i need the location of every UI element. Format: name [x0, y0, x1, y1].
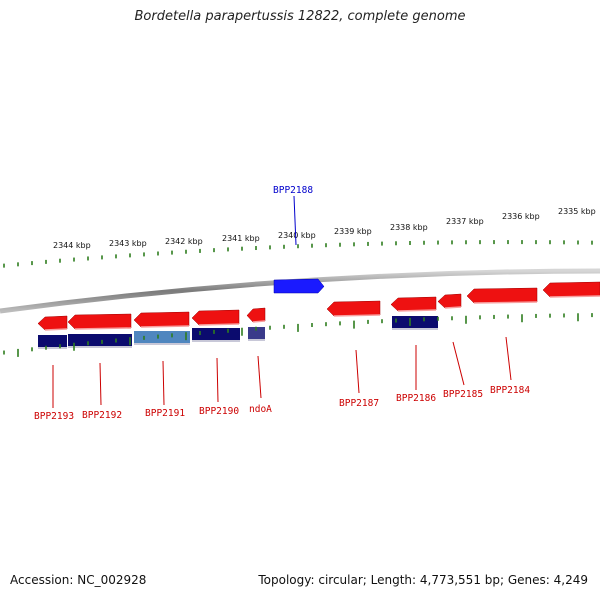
scale-label: 2337 kbp [446, 217, 484, 226]
scale-label: 2335 kbp [558, 207, 596, 216]
label-leader-line [505, 336, 512, 381]
reverse-strand-genes [37, 281, 600, 331]
gene-label: BPP2193 [34, 411, 74, 422]
label-leader-line [257, 355, 262, 399]
label-leader-line [216, 357, 219, 403]
label-leader-line [293, 195, 297, 246]
scale-label: 2342 kbp [165, 237, 203, 246]
gene-label: BPP2188 [273, 185, 313, 196]
label-leader-line [99, 362, 102, 406]
cds-block [38, 335, 67, 347]
gene-arrow-shadow [198, 323, 240, 326]
gene-label: BPP2184 [490, 385, 530, 396]
gene-arrow-shadow [473, 301, 538, 304]
gene-label: BPP2192 [82, 410, 122, 421]
gene-arrow-shadow [333, 314, 381, 317]
gene-arrow-reverse [326, 300, 381, 317]
gene-arrow-shadow [74, 327, 132, 330]
gene-label: BPP2191 [145, 408, 185, 419]
cds-block-shadow [392, 328, 438, 330]
cds-block [248, 327, 265, 339]
genome-summary-text: Topology: circular; Length: 4,773,551 bp… [258, 573, 588, 587]
map-title: Bordetella parapertussis 12822, complete… [134, 9, 466, 24]
gene-label: BPP2185 [443, 389, 483, 400]
gene-label: BPP2187 [339, 398, 379, 409]
cds-block-shadow [68, 346, 132, 348]
scale-label: 2341 kbp [222, 234, 260, 243]
cds-block [134, 331, 190, 343]
scale-label: 2343 kbp [109, 239, 147, 248]
gene-arrow-reverse [390, 296, 437, 312]
scale-label: 2344 kbp [53, 241, 91, 250]
gene-arrow-forward [273, 278, 325, 294]
gene-arrow-shadow [252, 320, 266, 323]
accession-text: Accession: NC_002928 [10, 573, 147, 587]
gene-labels: BPP2188 BPP2193 BPP2192 BPP2191 BPP2190 ndoA B… [34, 185, 530, 422]
cds-block-shadow [38, 347, 67, 349]
gene-arrow-shadow [549, 295, 600, 298]
gene-arrow-reverse [437, 293, 462, 309]
gene-label: ndoA [249, 404, 272, 415]
scale-labels: 2344 kbp 2343 kbp 2342 kbp 2341 kbp 2340 kbp… [53, 207, 596, 250]
gene-label: BPP2186 [396, 393, 436, 404]
gene-label: BPP2190 [199, 406, 239, 417]
cds-block-shadow [134, 343, 190, 345]
cds-block-shadow [248, 339, 265, 341]
gene-arrow-reverse [37, 315, 68, 331]
label-leader-line [162, 360, 165, 406]
gene-arrow-reverse [191, 309, 240, 326]
scale-label: 2340 kbp [278, 231, 316, 240]
gene-arrow-reverse [133, 311, 190, 328]
gene-arrow-shadow [444, 306, 462, 309]
forward-strand-genes [273, 278, 325, 294]
gene-arrow-shadow [140, 325, 190, 328]
gene-arrow-reverse [246, 307, 266, 323]
gene-arrow-reverse [67, 313, 132, 330]
label-leader-line [452, 341, 465, 386]
gene-arrow-reverse [542, 281, 600, 298]
gene-arrow-reverse [466, 287, 538, 304]
gene-arrow-shadow [397, 309, 437, 312]
scale-label: 2339 kbp [334, 227, 372, 236]
label-leader-line [355, 349, 360, 394]
scale-label: 2338 kbp [390, 223, 428, 232]
gene-arrow-shadow [44, 328, 68, 331]
outer-scale-ticks [3, 240, 593, 268]
cds-block [68, 334, 132, 346]
cds-block-shadow [192, 340, 240, 342]
cds-block [392, 316, 438, 328]
inner-scale-ticks [3, 313, 593, 357]
scale-label: 2336 kbp [502, 212, 540, 221]
